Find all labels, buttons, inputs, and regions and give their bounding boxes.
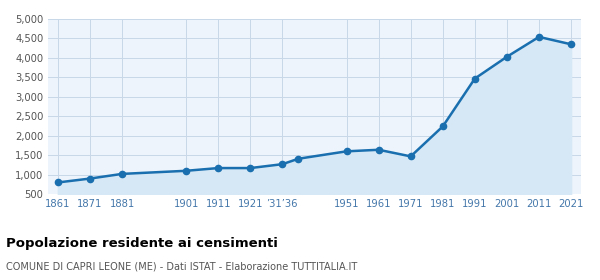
Text: COMUNE DI CAPRI LEONE (ME) - Dati ISTAT - Elaborazione TUTTITALIA.IT: COMUNE DI CAPRI LEONE (ME) - Dati ISTAT …: [6, 262, 357, 272]
Text: Popolazione residente ai censimenti: Popolazione residente ai censimenti: [6, 237, 278, 249]
